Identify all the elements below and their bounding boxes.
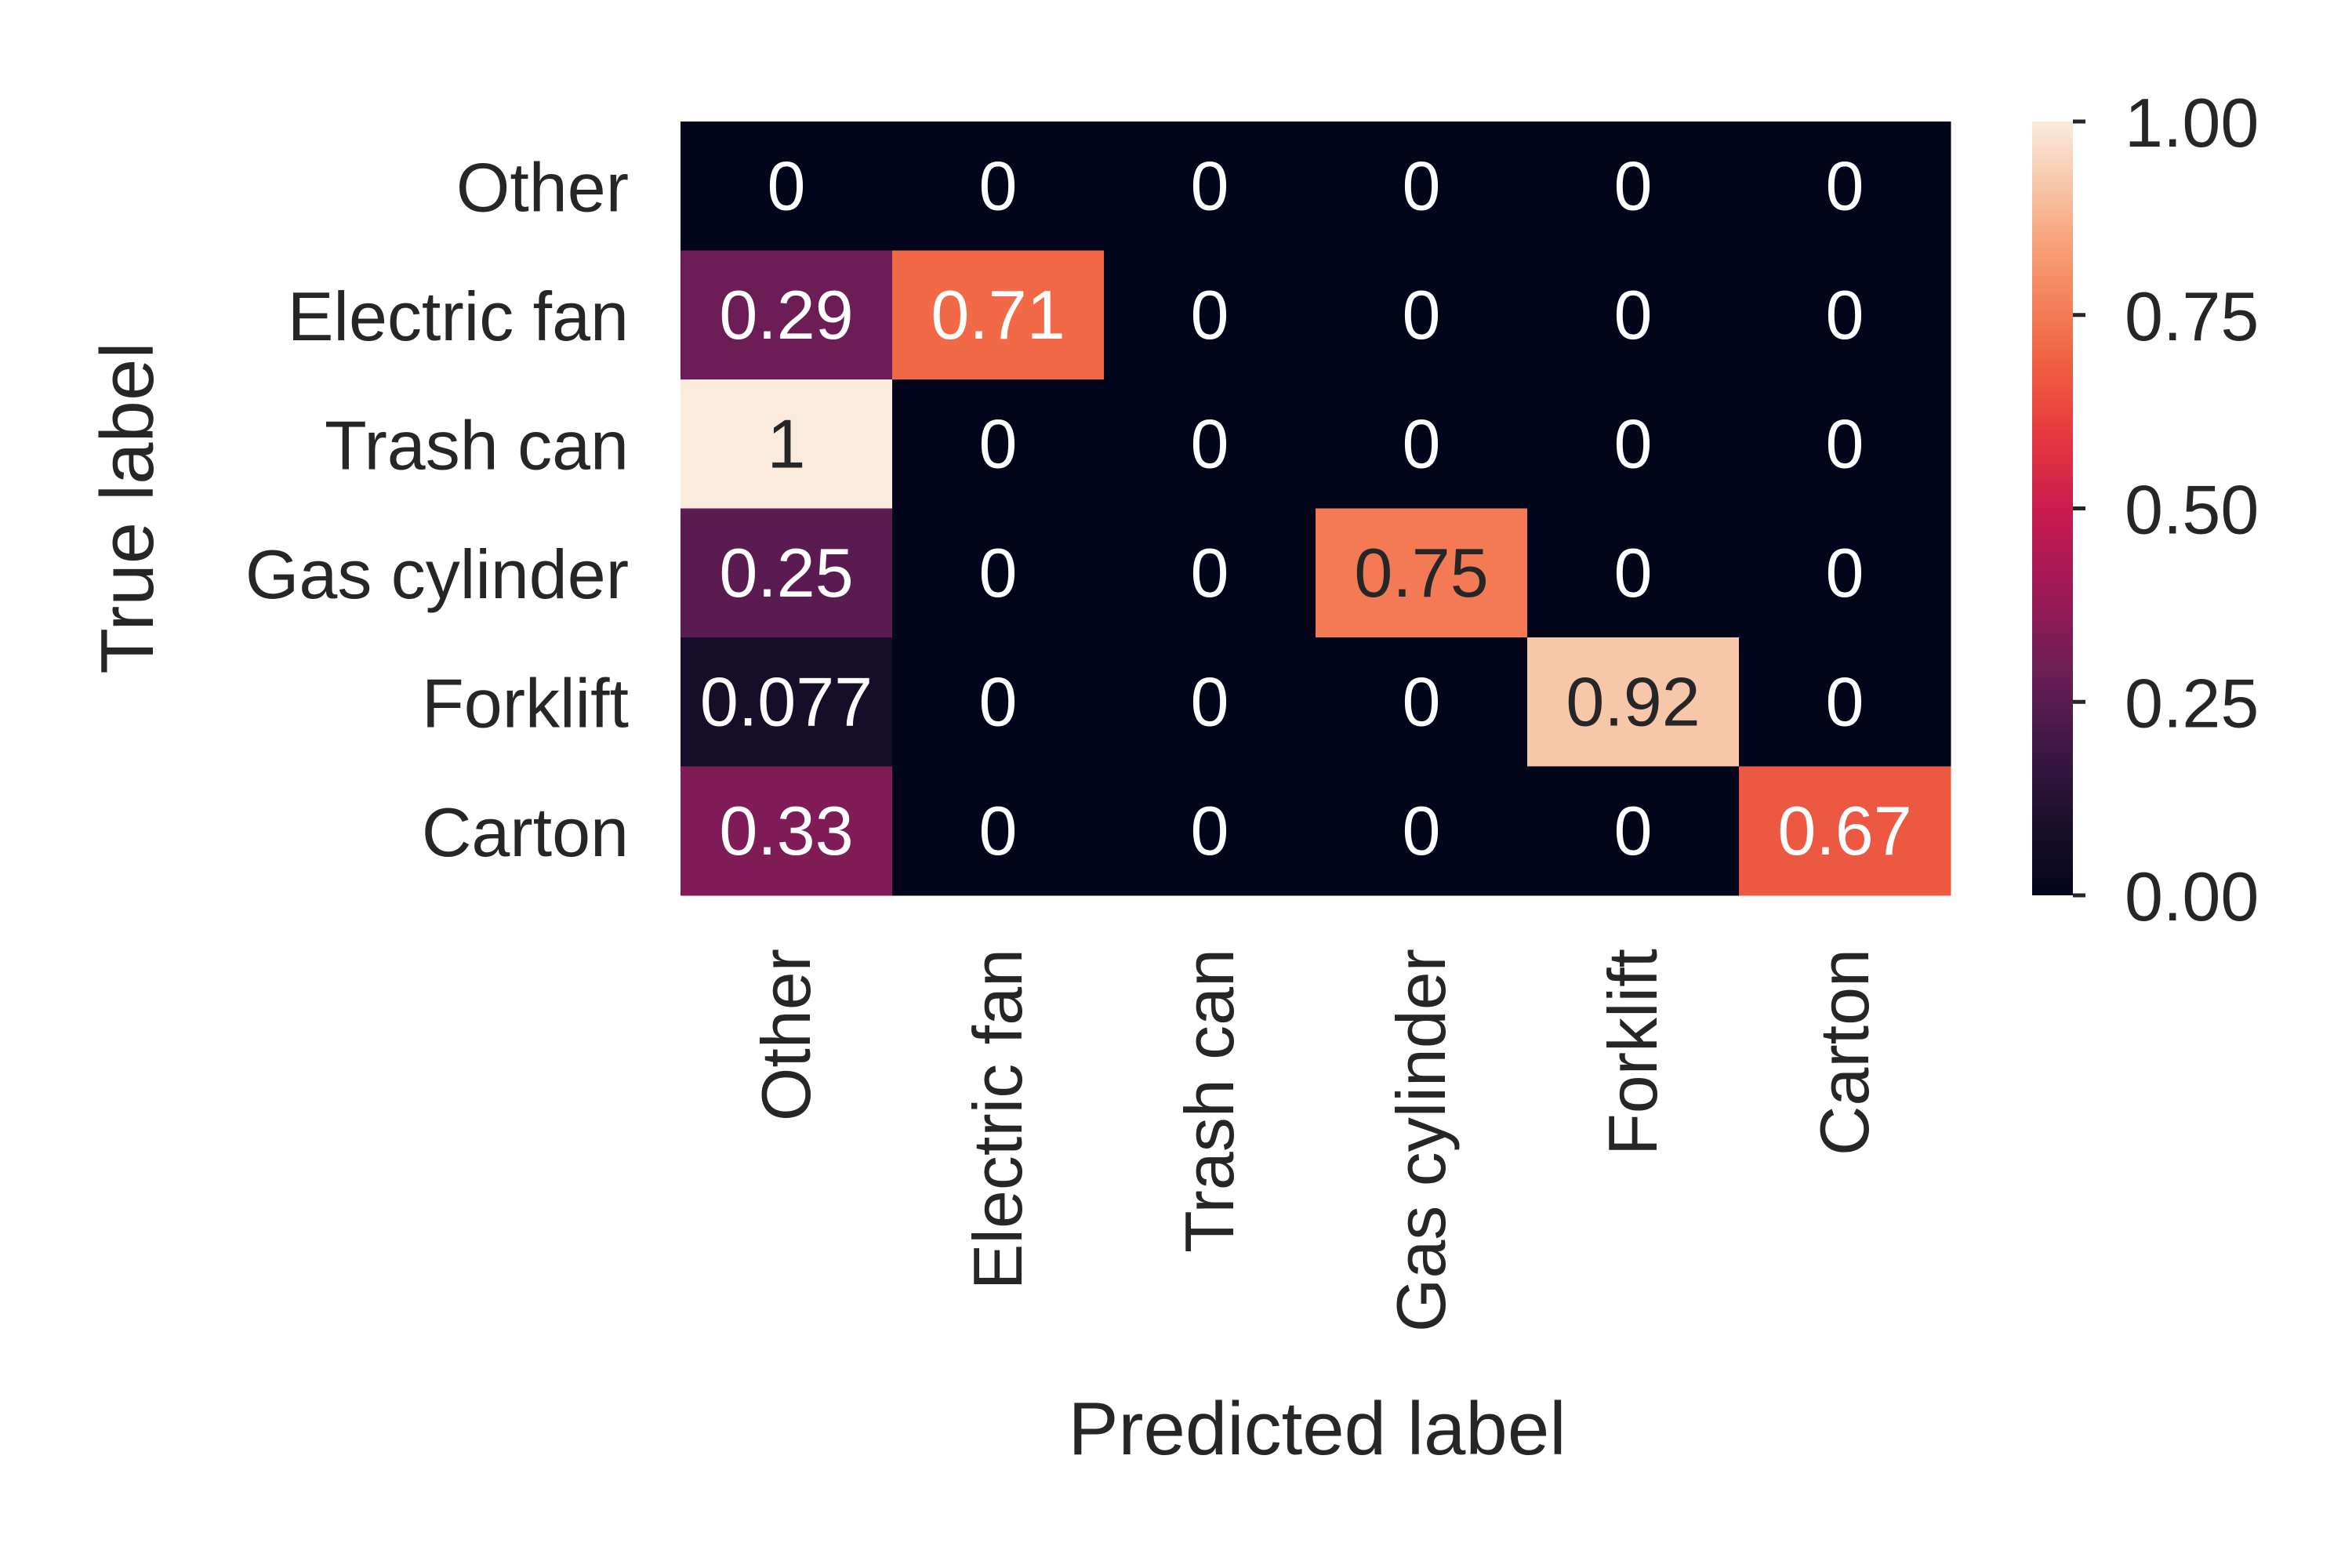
heatmap-cell [892, 766, 1105, 896]
cell-value-label: 0 [1826, 662, 1864, 740]
colorbar-tick-label: 1.00 [2125, 84, 2259, 162]
cell-value-label: 0 [1191, 147, 1229, 224]
cell-value-label: 0 [1614, 534, 1653, 612]
colorbar-tick-label: 0.75 [2125, 278, 2259, 355]
cell-value-label: 0 [1191, 792, 1229, 869]
heatmap-cell [1739, 637, 1951, 767]
heatmap-cell [1739, 766, 1951, 896]
heatmap-cell-labels: 0 0 0 0 0 0 0.29 0.71 0 0 0 0 1 0 0 0 0 0 0.25 0 0 0.75 0 0 0.07… [700, 147, 1912, 869]
heatmap-cell [1316, 637, 1528, 767]
cell-value-label: 0 [979, 534, 1018, 612]
heatmap-cell [681, 508, 893, 638]
heatmap-cell [892, 379, 1105, 509]
cell-value-label: 0.92 [1566, 662, 1700, 740]
cell-value-label: 0 [979, 792, 1018, 869]
heatmap-cell [681, 122, 893, 251]
x-tick-label: Other [747, 949, 825, 1121]
heatmap-cell [892, 508, 1105, 638]
cell-value-label: 0 [1826, 147, 1864, 224]
colorbar-ticks: 0.00 0.25 0.50 0.75 1.00 [2073, 84, 2259, 935]
cell-value-label: 0 [1191, 276, 1229, 354]
heatmap-cell [1104, 122, 1316, 251]
heatmap-cell [681, 379, 893, 509]
x-tick-label: Carton [1806, 949, 1883, 1156]
heatmap-cell [1739, 250, 1951, 380]
heatmap-cell [1739, 508, 1951, 638]
heatmap-cell [681, 637, 893, 767]
heatmap-cell [892, 637, 1105, 767]
colorbar-tick-label: 0.25 [2125, 664, 2259, 742]
cell-value-label: 1 [768, 405, 806, 482]
cell-value-label: 0 [979, 405, 1018, 482]
cell-value-label: 0.67 [1777, 792, 1911, 869]
y-tick-label: Trash can [325, 406, 629, 484]
heatmap-cell [1316, 122, 1528, 251]
cell-value-label: 0 [1826, 276, 1864, 354]
cell-value-label: 0.71 [931, 276, 1065, 354]
cell-value-label: 0 [1614, 276, 1653, 354]
cell-value-label: 0 [979, 147, 1018, 224]
heatmap-cell [681, 766, 893, 896]
cell-value-label: 0 [1826, 534, 1864, 612]
heatmap-cell [1316, 379, 1528, 509]
cell-value-label: 0 [1614, 792, 1653, 869]
colorbar-tick-label: 0.00 [2125, 858, 2259, 935]
cell-value-label: 0 [1826, 405, 1864, 482]
heatmap-cell [1104, 379, 1316, 509]
heatmap-cell [1527, 379, 1740, 509]
colorbar [2032, 122, 2073, 895]
cell-value-label: 0 [1191, 534, 1229, 612]
y-tick-label: Forklift [422, 664, 629, 742]
cell-value-label: 0 [979, 662, 1018, 740]
heatmap-cell [1316, 508, 1528, 638]
heatmap-cell [1104, 250, 1316, 380]
cell-value-label: 0.75 [1354, 534, 1488, 612]
heatmap-cell [1104, 508, 1316, 638]
colorbar-tick-label: 0.50 [2125, 471, 2259, 549]
y-tick-labels: Other Electric fan Trash can Gas cylinder Fo… [245, 148, 629, 871]
heatmap-cell [1527, 122, 1740, 251]
cell-value-label: 0 [1403, 792, 1441, 869]
heatmap-cell [1104, 766, 1316, 896]
x-tick-label: Trash can [1171, 949, 1248, 1253]
heatmap-cell [892, 122, 1105, 251]
heatmap-cell [1316, 250, 1528, 380]
heatmap-cell [1527, 250, 1740, 380]
heatmap-cell [1527, 508, 1740, 638]
y-tick-label: Carton [422, 793, 629, 871]
cell-value-label: 0 [1191, 662, 1229, 740]
cell-value-label: 0 [1403, 276, 1441, 354]
cell-value-label: 0.33 [719, 792, 853, 869]
y-tick-label: Gas cylinder [245, 535, 629, 613]
cell-value-label: 0 [1403, 147, 1441, 224]
heatmap-cell [1527, 637, 1740, 767]
heatmap-cell [1527, 766, 1740, 896]
cell-value-label: 0.25 [719, 534, 853, 612]
cell-value-label: 0 [1614, 405, 1653, 482]
heatmap-cell [1739, 122, 1951, 251]
y-tick-label: Electric fan [288, 278, 629, 355]
x-tick-label: Electric fan [959, 949, 1036, 1290]
y-tick-label: Other [456, 148, 629, 226]
y-axis-label: True label [85, 342, 169, 673]
cell-value-label: 0 [1614, 147, 1653, 224]
heatmap-cell [1316, 766, 1528, 896]
heatmap-cell [681, 250, 893, 380]
x-tick-label: Forklift [1594, 949, 1671, 1156]
heatmap-cell [1739, 379, 1951, 509]
cell-value-label: 0 [1403, 405, 1441, 482]
cell-value-label: 0.29 [719, 276, 853, 354]
heatmap-cell [1104, 637, 1316, 767]
cell-value-label: 0 [1191, 405, 1229, 482]
x-axis-label: Predicted label [1068, 1387, 1566, 1471]
heatmap-cell [892, 250, 1105, 380]
x-tick-labels: Other Electric fan Trash can Gas cylinder Fo… [747, 949, 1883, 1332]
x-tick-label: Gas cylinder [1382, 949, 1460, 1332]
cell-value-label: 0.077 [700, 662, 873, 740]
cell-value-label: 0 [1403, 662, 1441, 740]
cell-value-label: 0 [768, 147, 806, 224]
heatmap-cells [681, 122, 1951, 896]
